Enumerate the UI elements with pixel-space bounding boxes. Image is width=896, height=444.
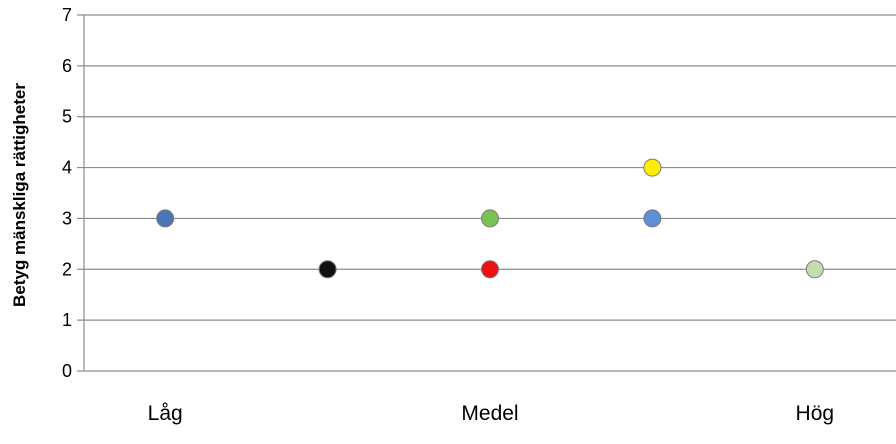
y-tick-label-0: 0: [62, 361, 72, 381]
y-tick-label-5: 5: [62, 107, 72, 127]
data-point-4: [643, 158, 662, 177]
data-point-1: [318, 260, 337, 279]
data-point-5: [643, 209, 662, 228]
data-point-6: [805, 260, 824, 279]
x-tick-label-0: Låg: [148, 402, 183, 425]
y-tick-label-4: 4: [62, 158, 72, 178]
y-tick-label-3: 3: [62, 208, 72, 228]
x-tick-label-1: Medel: [461, 402, 518, 425]
y-tick-label-7: 7: [62, 5, 72, 25]
y-tick-label-1: 1: [62, 310, 72, 330]
data-point-3: [481, 260, 499, 279]
x-tick-label-2: Hög: [796, 402, 835, 425]
data-point-2: [481, 209, 499, 228]
data-point-0: [156, 209, 175, 228]
y-tick-label-6: 6: [62, 56, 72, 76]
y-tick-label-2: 2: [62, 259, 72, 279]
y-axis-label: Betyg mänskliga rättigheter: [10, 83, 29, 307]
